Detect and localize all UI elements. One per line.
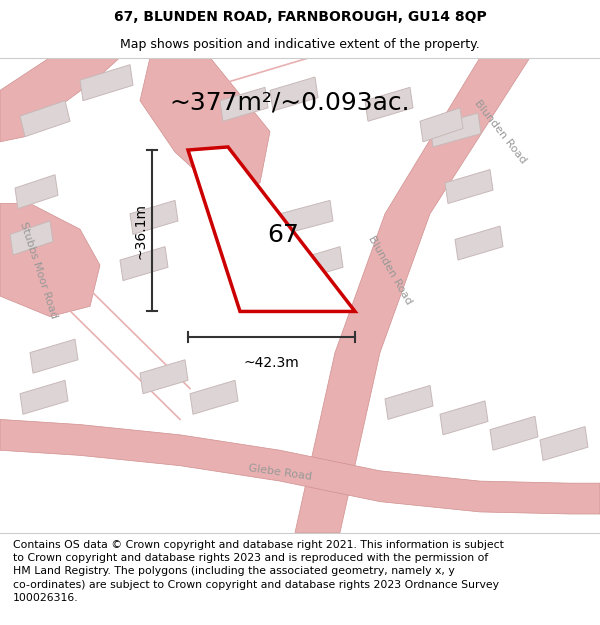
Text: ~36.1m: ~36.1m — [133, 202, 147, 259]
Polygon shape — [0, 204, 100, 317]
Polygon shape — [30, 339, 78, 373]
Polygon shape — [10, 221, 53, 255]
Polygon shape — [455, 226, 503, 260]
Text: 67, BLUNDEN ROAD, FARNBOROUGH, GU14 8QP: 67, BLUNDEN ROAD, FARNBOROUGH, GU14 8QP — [113, 10, 487, 24]
Polygon shape — [130, 201, 178, 234]
Polygon shape — [445, 169, 493, 204]
Text: ~377m²/~0.093ac.: ~377m²/~0.093ac. — [170, 91, 410, 115]
Polygon shape — [15, 175, 58, 209]
Polygon shape — [0, 58, 120, 142]
Polygon shape — [0, 419, 600, 514]
Text: 67: 67 — [267, 223, 299, 247]
Polygon shape — [540, 427, 588, 461]
Text: Glebe Road: Glebe Road — [248, 464, 313, 482]
Polygon shape — [20, 381, 68, 414]
Polygon shape — [440, 401, 488, 435]
Text: Contains OS data © Crown copyright and database right 2021. This information is : Contains OS data © Crown copyright and d… — [13, 540, 504, 602]
Text: Stubbs Moor Road: Stubbs Moor Road — [17, 221, 58, 320]
Polygon shape — [140, 58, 270, 193]
Polygon shape — [490, 416, 538, 450]
Polygon shape — [280, 201, 333, 234]
Text: Blunden Road: Blunden Road — [472, 98, 528, 165]
Polygon shape — [190, 381, 238, 414]
Polygon shape — [365, 88, 413, 121]
Polygon shape — [420, 108, 463, 142]
Polygon shape — [20, 101, 70, 137]
Polygon shape — [430, 113, 481, 147]
Polygon shape — [295, 58, 530, 532]
Polygon shape — [80, 65, 133, 101]
Text: Blunden Road: Blunden Road — [366, 234, 414, 306]
Polygon shape — [270, 77, 318, 111]
Polygon shape — [140, 360, 188, 394]
Polygon shape — [120, 247, 168, 281]
Polygon shape — [188, 147, 355, 311]
Text: Map shows position and indicative extent of the property.: Map shows position and indicative extent… — [120, 38, 480, 51]
Text: ~42.3m: ~42.3m — [244, 356, 299, 369]
Polygon shape — [385, 386, 433, 419]
Polygon shape — [220, 88, 268, 121]
Polygon shape — [295, 247, 343, 281]
